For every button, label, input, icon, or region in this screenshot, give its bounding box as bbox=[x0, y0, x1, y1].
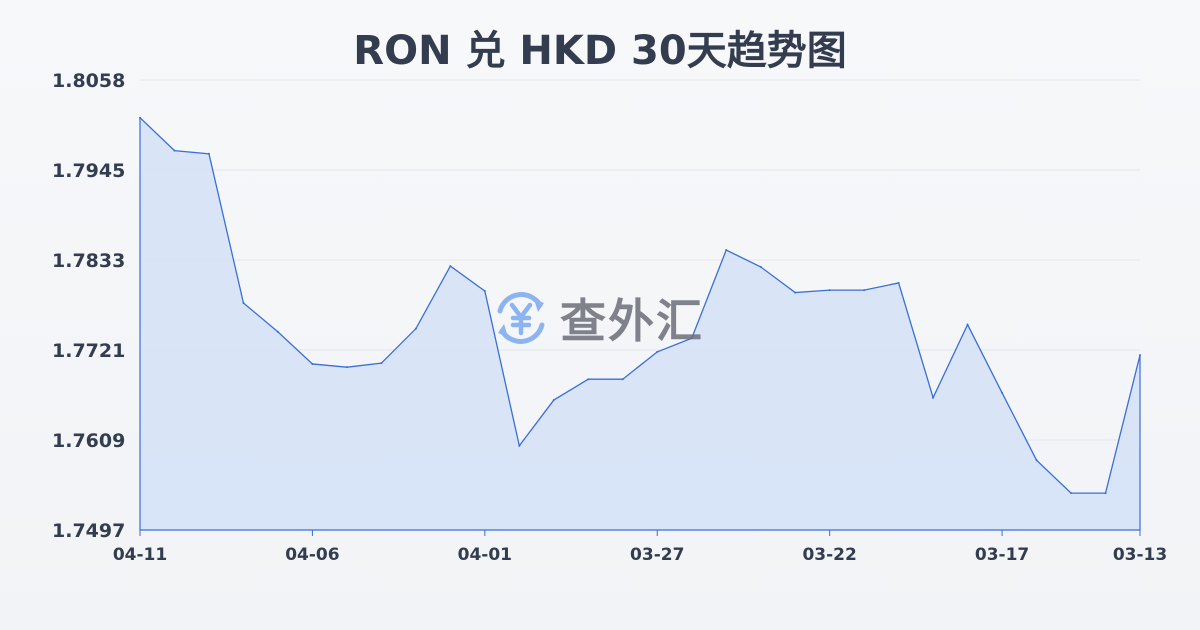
data-point bbox=[759, 265, 762, 268]
data-point bbox=[139, 116, 141, 119]
watermark: 查外汇 bbox=[490, 285, 704, 351]
x-tick-label: 04-01 bbox=[458, 545, 512, 565]
x-tick-label: 03-13 bbox=[1113, 545, 1167, 565]
data-point bbox=[656, 350, 659, 353]
area-fill bbox=[140, 117, 1140, 530]
data-point bbox=[380, 362, 383, 365]
data-point bbox=[794, 291, 797, 294]
data-point bbox=[414, 327, 417, 330]
data-point bbox=[449, 265, 452, 268]
data-point bbox=[725, 249, 728, 252]
y-tick-label: 1.7609 bbox=[52, 430, 125, 452]
data-point bbox=[345, 366, 348, 369]
y-tick-label: 1.7497 bbox=[52, 520, 125, 542]
data-point bbox=[518, 444, 521, 447]
yen-exchange-icon bbox=[497, 292, 545, 344]
x-tick-label: 03-27 bbox=[630, 545, 684, 565]
data-point bbox=[932, 396, 935, 399]
data-point bbox=[1070, 492, 1073, 495]
y-tick-label: 1.7721 bbox=[52, 340, 125, 362]
chart-title: RON 兑 HKD 30天趋势图 bbox=[353, 28, 847, 74]
data-point bbox=[1001, 391, 1004, 394]
data-point bbox=[1035, 459, 1038, 462]
data-point bbox=[690, 337, 693, 340]
x-tick-label: 03-22 bbox=[802, 545, 856, 565]
data-point bbox=[966, 323, 969, 326]
data-point bbox=[621, 378, 624, 381]
watermark-text: 查外汇 bbox=[560, 294, 704, 348]
data-point bbox=[1139, 354, 1141, 357]
y-tick-label: 1.8058 bbox=[52, 70, 125, 92]
series-line bbox=[139, 117, 1141, 494]
data-point bbox=[552, 399, 555, 402]
data-point bbox=[207, 152, 210, 155]
x-tick-label: 04-11 bbox=[113, 545, 167, 565]
y-tick-label: 1.7833 bbox=[52, 250, 125, 272]
data-point bbox=[897, 281, 900, 284]
data-point bbox=[173, 149, 176, 152]
data-point bbox=[311, 362, 314, 365]
data-point bbox=[242, 301, 245, 304]
x-tick-label: 03-17 bbox=[975, 545, 1029, 565]
data-point bbox=[483, 289, 486, 292]
data-point bbox=[587, 378, 590, 381]
data-point bbox=[828, 289, 831, 292]
y-tick-label: 1.7945 bbox=[52, 160, 125, 182]
data-point bbox=[863, 289, 866, 292]
data-point bbox=[276, 330, 279, 333]
data-point bbox=[1104, 492, 1107, 495]
x-tick-label: 04-06 bbox=[285, 545, 339, 565]
